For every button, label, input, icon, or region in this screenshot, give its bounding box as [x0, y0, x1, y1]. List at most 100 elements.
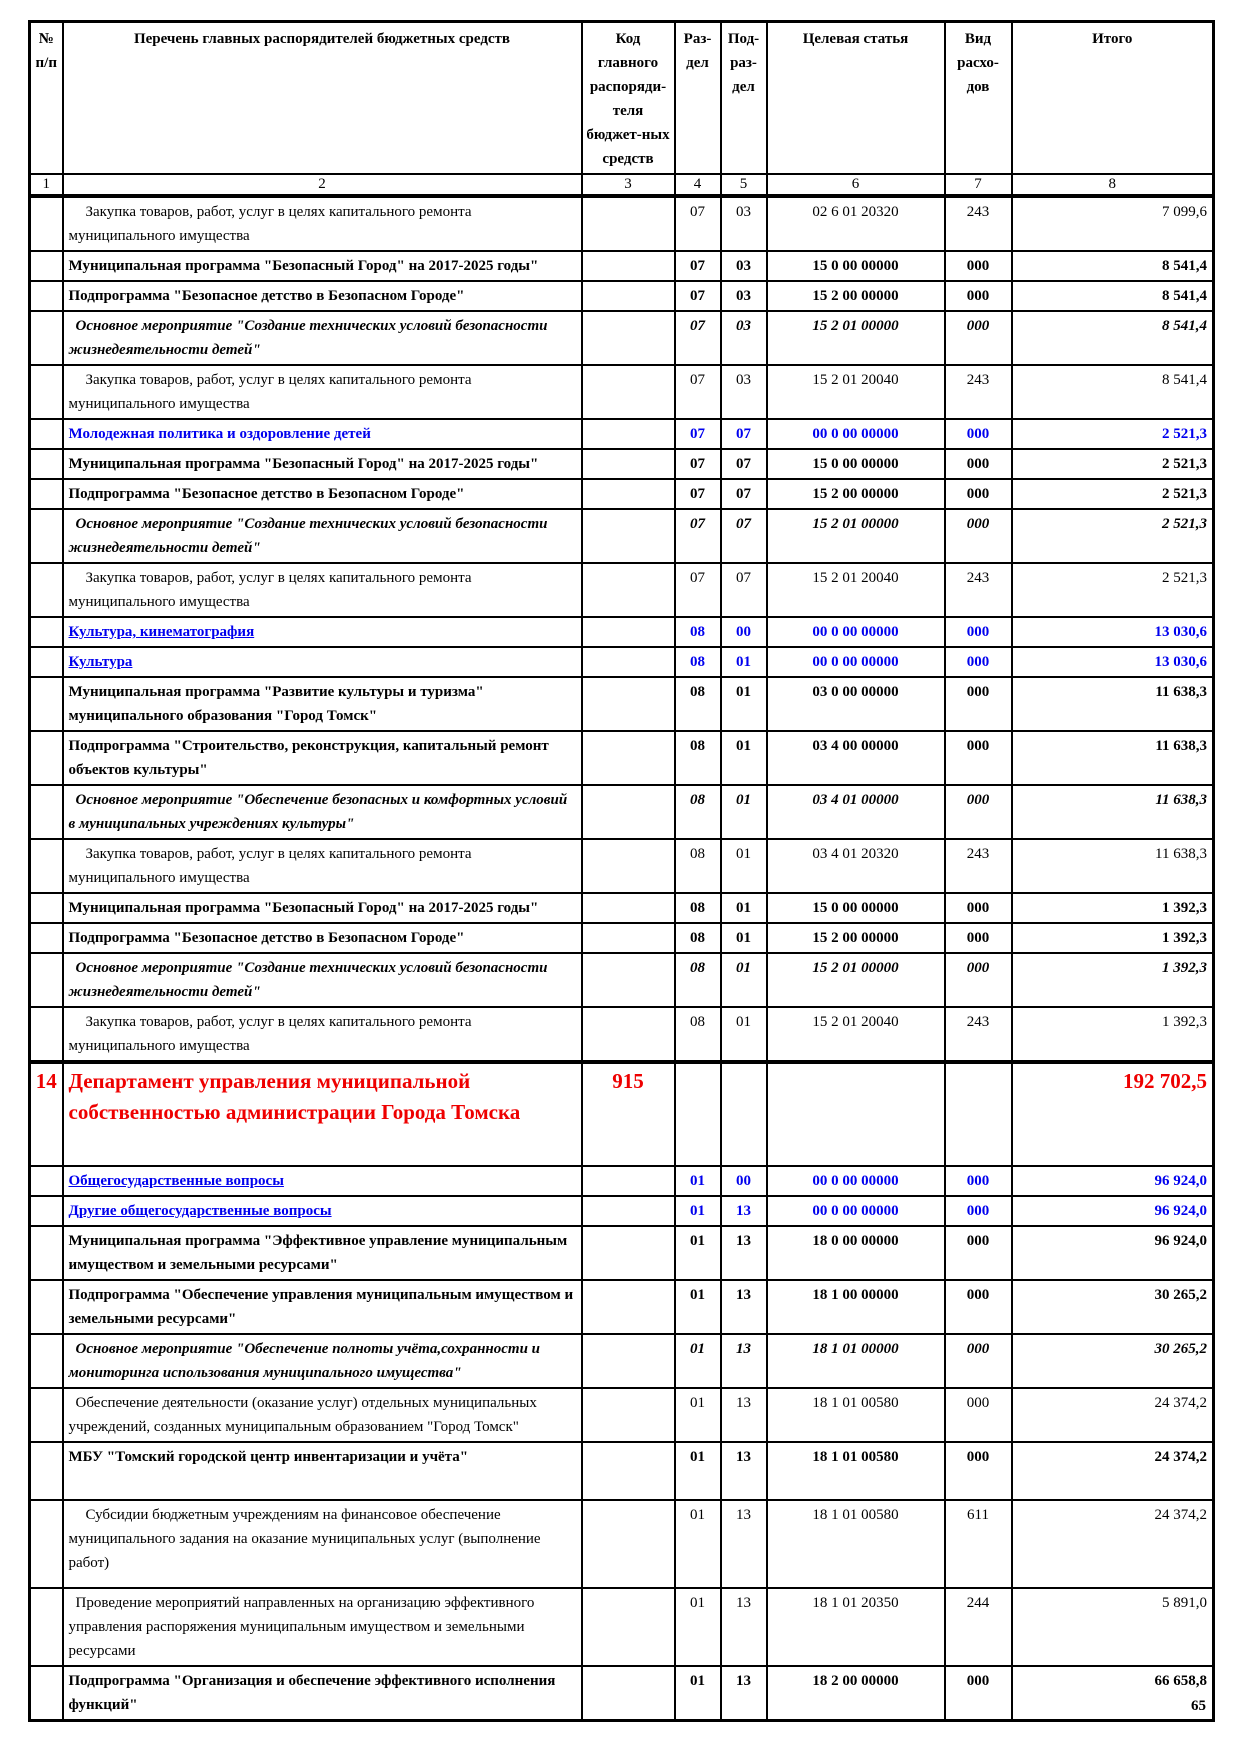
podrazdel-cell-text: 03 — [736, 204, 751, 220]
table-row: Муниципальная программа "Безопасный Горо… — [28, 892, 1215, 924]
podrazdel-cell: 00 — [719, 616, 768, 648]
row-number-cell — [28, 1387, 64, 1443]
row-number-cell — [28, 922, 64, 954]
target-article-cell-text: 03 0 00 00000 — [812, 684, 899, 700]
row-number-cell — [28, 1333, 64, 1389]
row-number-cell — [28, 616, 64, 648]
total-cell-text: 13 030,6 — [1154, 654, 1208, 670]
table-row: Культура, кинематография 08 00 00 0 00 0000… — [28, 616, 1215, 648]
name-cell-text: Подпрограмма "Строительство, реконструкц… — [68, 738, 549, 778]
grbs-code-cell — [580, 364, 676, 420]
razdel-cell: 01 — [673, 1499, 722, 1589]
razdel-cell-text: 01 — [690, 1173, 705, 1189]
podrazdel-cell-text: 01 — [736, 960, 751, 976]
name-cell: Муниципальная программа "Безопасный Горо… — [61, 448, 583, 480]
grbs-code-cell — [580, 310, 676, 366]
podrazdel-cell: 13 — [719, 1225, 768, 1281]
target-article-cell: 15 0 00 00000 — [765, 250, 946, 282]
col-header-label: Код главного распоряди-теля бюджет-ных с… — [586, 31, 670, 167]
total-cell: 96 924,0 — [1010, 1165, 1215, 1197]
total-cell-text: 11 638,3 — [1155, 846, 1207, 862]
expense-type-cell: 000 — [943, 676, 1013, 732]
razdel-cell: 07 — [673, 250, 722, 282]
podrazdel-cell-text: 07 — [736, 486, 751, 502]
table-body: Закупка товаров, работ, услуг в целях ка… — [28, 195, 1215, 1722]
name-cell: Культура — [61, 646, 583, 678]
expense-type-cell-text: 000 — [966, 792, 990, 808]
total-cell-text: 1 392,3 — [1162, 900, 1207, 916]
row-number-cell — [28, 562, 64, 618]
name-cell: Закупка товаров, работ, услуг в целях ка… — [61, 1006, 583, 1063]
name-cell: Муниципальная программа "Безопасный Горо… — [61, 892, 583, 924]
name-cell: Обеспечение деятельности (оказание услуг… — [61, 1387, 583, 1443]
total-cell-text: 11 638,3 — [1155, 684, 1207, 700]
razdel-cell-text: 07 — [690, 318, 705, 334]
podrazdel-cell-text: 01 — [736, 1014, 751, 1030]
name-cell: Подпрограмма "Безопасное детство в Безоп… — [61, 922, 583, 954]
total-cell: 8 541,4 — [1010, 310, 1215, 366]
razdel-cell-text: 07 — [690, 258, 705, 274]
target-article-cell-text: 18 1 01 00000 — [812, 1341, 899, 1357]
razdel-cell: 01 — [673, 1587, 722, 1667]
total-cell-text: 2 521,3 — [1162, 486, 1207, 502]
grbs-code-cell — [580, 280, 676, 312]
row-number-cell — [28, 784, 64, 840]
podrazdel-cell: 03 — [719, 310, 768, 366]
podrazdel-cell — [719, 1060, 768, 1167]
expense-type-cell-text: 000 — [966, 426, 990, 442]
table-row: Основное мероприятие "Создание техническ… — [28, 508, 1215, 564]
razdel-cell-text: 08 — [690, 684, 705, 700]
podrazdel-cell-text: 03 — [736, 372, 751, 388]
target-article-cell: 03 4 00 00000 — [765, 730, 946, 786]
podrazdel-cell: 13 — [719, 1333, 768, 1389]
table-row: Подпрограмма "Обеспечение управления мун… — [28, 1279, 1215, 1335]
col-header-grbs-list: Перечень главных распорядителей бюджетны… — [61, 20, 583, 175]
target-article-cell-text: 00 0 00 00000 — [812, 1173, 899, 1189]
podrazdel-cell-text: 00 — [736, 624, 751, 640]
col-header-target-article: Целевая статья — [765, 20, 946, 175]
name-cell: Подпрограмма "Обеспечение управления мун… — [61, 1279, 583, 1335]
target-article-cell-text: 00 0 00 00000 — [812, 1203, 899, 1219]
podrazdel-cell: 13 — [719, 1441, 768, 1501]
target-article-cell-text: 18 0 00 00000 — [812, 1233, 899, 1249]
table-row: Проведение мероприятий направленных на о… — [28, 1587, 1215, 1667]
expense-type-cell-text: 000 — [966, 1673, 990, 1689]
expense-type-cell-text: 000 — [966, 318, 990, 334]
name-cell: Основное мероприятие "Создание техническ… — [61, 952, 583, 1008]
razdel-cell-text: 08 — [690, 1014, 705, 1030]
target-article-cell-text: 02 6 01 20320 — [812, 204, 899, 220]
row-number-cell — [28, 1195, 64, 1227]
razdel-cell: 07 — [673, 448, 722, 480]
target-article-cell: 15 2 01 20040 — [765, 364, 946, 420]
table-row: Закупка товаров, работ, услуг в целях ка… — [28, 195, 1215, 252]
grbs-code-cell — [580, 838, 676, 894]
grbs-code-cell — [580, 418, 676, 450]
total-cell: 24 374,2 — [1010, 1441, 1215, 1501]
column-number-cell: 8 — [1010, 173, 1215, 198]
name-cell: Проведение мероприятий направленных на о… — [61, 1587, 583, 1667]
target-article-cell: 15 0 00 00000 — [765, 448, 946, 480]
expense-type-cell: 000 — [943, 730, 1013, 786]
name-cell: Общегосударственные вопросы — [61, 1165, 583, 1197]
expense-type-cell: 000 — [943, 892, 1013, 924]
expense-type-cell-text: 000 — [966, 960, 990, 976]
total-cell-text: 192 702,5 — [1123, 1069, 1207, 1093]
razdel-cell: 08 — [673, 784, 722, 840]
column-number-cell: 1 — [28, 173, 64, 198]
expense-type-cell-text: 000 — [966, 258, 990, 274]
razdel-cell-text: 07 — [690, 204, 705, 220]
name-cell-text: Подпрограмма "Обеспечение управления мун… — [68, 1287, 574, 1327]
row-number-cell — [28, 646, 64, 678]
name-cell-text: Подпрограмма "Безопасное детство в Безоп… — [68, 486, 465, 502]
podrazdel-cell: 13 — [719, 1195, 768, 1227]
total-cell: 96 924,0 — [1010, 1225, 1215, 1281]
name-cell-text: Основное мероприятие "Создание техническ… — [68, 960, 548, 1000]
target-article-cell: 03 0 00 00000 — [765, 676, 946, 732]
razdel-cell-text: 08 — [690, 654, 705, 670]
table-row: Молодежная политика и оздоровление детей… — [28, 418, 1215, 450]
razdel-cell-text: 08 — [690, 792, 705, 808]
grbs-code-cell — [580, 616, 676, 648]
expense-type-cell-text: 000 — [966, 516, 990, 532]
podrazdel-cell: 00 — [719, 1165, 768, 1197]
name-cell: Закупка товаров, работ, услуг в целях ка… — [61, 195, 583, 252]
